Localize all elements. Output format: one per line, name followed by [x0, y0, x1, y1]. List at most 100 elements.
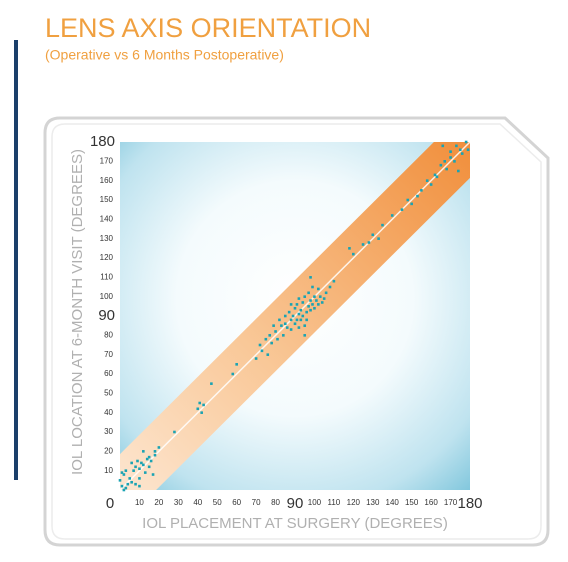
- data-point: [149, 459, 153, 463]
- data-point: [200, 411, 203, 414]
- y-tick-label: 170: [100, 156, 114, 165]
- x-tick-label: 140: [386, 498, 400, 507]
- data-point: [307, 305, 310, 308]
- data-point: [282, 334, 285, 337]
- data-point: [276, 337, 279, 341]
- y-tick-label: 20: [104, 446, 113, 455]
- data-point: [120, 484, 124, 488]
- data-point: [147, 455, 151, 459]
- data-point: [231, 372, 235, 376]
- y-tick-label: 60: [104, 369, 113, 378]
- x-tick-label: 0: [106, 495, 114, 512]
- data-point: [390, 214, 394, 217]
- data-point: [410, 202, 413, 206]
- data-point: [466, 148, 470, 152]
- data-point: [173, 430, 176, 434]
- x-tick-label: 150: [405, 498, 419, 507]
- x-tick-label: 120: [347, 498, 361, 507]
- y-tick-label: 120: [100, 253, 114, 262]
- data-point: [435, 175, 439, 179]
- data-point: [128, 477, 132, 480]
- data-point: [457, 169, 460, 173]
- data-point: [297, 326, 301, 329]
- data-point: [309, 276, 312, 279]
- data-point: [145, 457, 149, 461]
- data-point: [377, 237, 380, 240]
- data-point: [202, 403, 205, 407]
- data-point: [260, 349, 264, 353]
- data-point: [328, 285, 332, 289]
- data-point: [425, 179, 429, 182]
- x-tick-label: 110: [328, 498, 341, 507]
- data-point: [153, 450, 157, 453]
- data-point: [124, 469, 128, 472]
- data-point: [313, 306, 316, 310]
- data-point: [272, 324, 275, 327]
- data-point: [324, 291, 328, 295]
- y-tick-label: 130: [100, 234, 114, 243]
- data-point: [301, 314, 305, 318]
- frame-inner: [51, 123, 542, 540]
- data-point: [126, 482, 130, 486]
- data-point: [130, 461, 133, 465]
- x-tick-label: 160: [424, 498, 438, 507]
- data-point: [460, 152, 464, 155]
- data-point: [455, 144, 458, 148]
- frame: [43, 116, 550, 547]
- x-tick-label: 40: [193, 498, 202, 507]
- x-tick-label: 20: [154, 498, 163, 507]
- data-point: [138, 467, 141, 471]
- data-point: [289, 328, 293, 331]
- chart-subtitle: (Operative vs 6 Months Postoperative): [45, 47, 284, 63]
- data-point: [299, 318, 303, 322]
- data-point: [449, 150, 452, 153]
- data-point: [289, 318, 293, 322]
- data-point: [268, 334, 272, 337]
- data-point: [313, 295, 316, 298]
- data-point: [309, 299, 312, 302]
- data-point: [318, 295, 322, 298]
- data-point: [400, 208, 404, 211]
- data-point: [157, 446, 161, 449]
- y-tick-label: 30: [104, 427, 113, 436]
- data-point: [134, 482, 137, 486]
- x-tick-label: 130: [366, 498, 380, 507]
- data-point: [303, 295, 307, 298]
- x-tick-label: 50: [213, 498, 222, 507]
- data-point: [317, 287, 320, 291]
- data-point: [136, 459, 139, 463]
- data-point: [295, 318, 299, 322]
- data-point: [130, 480, 133, 484]
- data-point: [210, 382, 213, 385]
- data-point: [196, 407, 200, 411]
- y-tick-label: 160: [100, 176, 114, 185]
- data-point: [317, 303, 320, 306]
- y-tick-label: 180: [90, 133, 115, 150]
- data-point: [420, 189, 423, 192]
- data-point: [283, 314, 287, 318]
- data-point: [297, 297, 301, 300]
- y-tick-label: 70: [104, 350, 113, 359]
- data-point: [291, 314, 295, 318]
- data-point: [299, 308, 303, 312]
- data-point: [458, 148, 462, 152]
- data-point: [297, 312, 301, 316]
- data-point: [303, 324, 307, 327]
- y-tick-label: 90: [98, 307, 115, 324]
- x-tick-label: 170: [444, 498, 458, 507]
- chart-title: LENS AXIS ORIENTATION: [45, 13, 371, 43]
- data-point: [122, 473, 126, 476]
- accent-bar: [14, 40, 18, 480]
- data-point: [122, 488, 126, 492]
- data-point: [134, 465, 137, 469]
- data-point: [285, 326, 289, 329]
- data-point: [235, 363, 238, 366]
- data-point: [143, 471, 147, 474]
- y-tick-label: 10: [104, 466, 113, 475]
- data-point: [348, 247, 351, 250]
- x-tick-label: 100: [308, 498, 322, 507]
- data-point: [293, 322, 297, 326]
- data-point: [153, 453, 157, 457]
- data-point: [303, 334, 307, 337]
- data-point: [295, 303, 299, 306]
